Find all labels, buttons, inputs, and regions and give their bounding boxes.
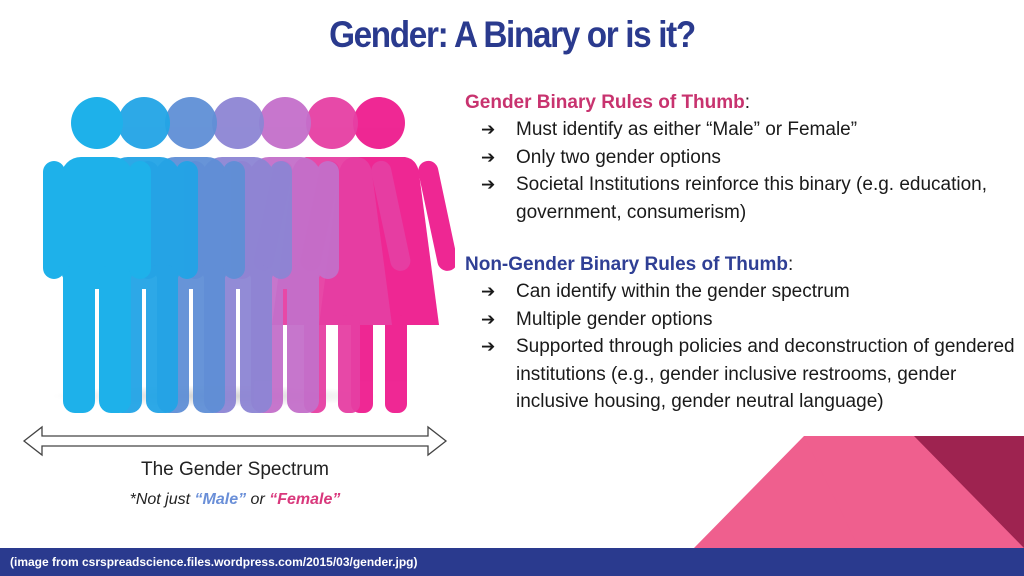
deco-triangle-light-3 (914, 436, 1024, 548)
arrow-bullet-icon: ➔ (481, 309, 496, 329)
slide-title: Gender: A Binary or is it? (329, 14, 696, 55)
list-item-text: Societal Institutions reinforce this bin… (516, 174, 988, 223)
list-item: ➔ Supported through policies and deconstr… (481, 333, 1020, 416)
spectrum-label: The Gender Spectrum (141, 459, 329, 480)
nonbinary-heading-text: Non-Gender Binary Rules of Thumb (465, 254, 789, 275)
list-item: ➔ Can identify within the gender spectrum (481, 278, 1020, 306)
list-item: ➔ Only two gender options (481, 144, 1020, 172)
gender-figures-illustration (43, 97, 455, 413)
note-prefix: *Not just (129, 491, 195, 508)
list-item: ➔ Multiple gender options (481, 306, 1020, 334)
binary-rules-heading: Gender Binary Rules of Thumb: (465, 90, 1020, 116)
note-middle: or (246, 491, 270, 508)
binary-heading-text: Gender Binary Rules of Thumb (465, 92, 745, 113)
arrow-bullet-icon: ➔ (481, 282, 496, 301)
binary-rules-list: ➔ Must identify as either “Male” or Femal… (465, 116, 1020, 226)
figure-1 (43, 97, 151, 413)
arrow-bullet-icon: ➔ (481, 147, 496, 167)
list-item-text: Only two gender options (516, 146, 721, 168)
list-item: ➔ Societal Institutions reinforce this bi… (481, 171, 1020, 226)
rules-panel: Gender Binary Rules of Thumb: ➔ Must iden… (465, 90, 1020, 442)
list-item-text: Must identify as either “Male” or Female… (516, 119, 858, 140)
image-credit: (image from csrspreadscience.files.wordp… (10, 555, 418, 569)
deco-triangle-light-2 (804, 436, 914, 548)
footer-bar: (image from csrspreadscience.files.wordp… (0, 548, 1024, 576)
list-item-text: Supported through policies and deconstru… (516, 336, 1015, 412)
spectrum-note: *Not just “Male” or “Female” (60, 491, 410, 509)
list-item-text: Multiple gender options (516, 308, 713, 330)
note-male: “Male” (194, 491, 247, 508)
binary-heading-colon: : (744, 92, 751, 113)
decorative-triangles (694, 436, 1024, 548)
arrow-bullet-icon: ➔ (481, 120, 496, 139)
nonbinary-heading-colon: : (788, 254, 794, 275)
nonbinary-rules-list: ➔ Can identify within the gender spectrum… (465, 278, 1020, 416)
list-item: ➔ Must identify as either “Male” or Femal… (481, 116, 1020, 144)
note-female: “Female” (269, 491, 341, 508)
arrow-bullet-icon: ➔ (481, 175, 496, 194)
arrow-bullet-icon: ➔ (481, 337, 496, 356)
nonbinary-rules: Non-Gender Binary Rules of Thumb: ➔ Can i… (465, 252, 1020, 416)
spectrum-double-arrow (22, 425, 448, 457)
list-item-text: Can identify within the gender spectrum (516, 281, 850, 302)
nonbinary-rules-heading: Non-Gender Binary Rules of Thumb: (465, 252, 1020, 278)
binary-rules: Gender Binary Rules of Thumb: ➔ Must iden… (465, 90, 1020, 226)
